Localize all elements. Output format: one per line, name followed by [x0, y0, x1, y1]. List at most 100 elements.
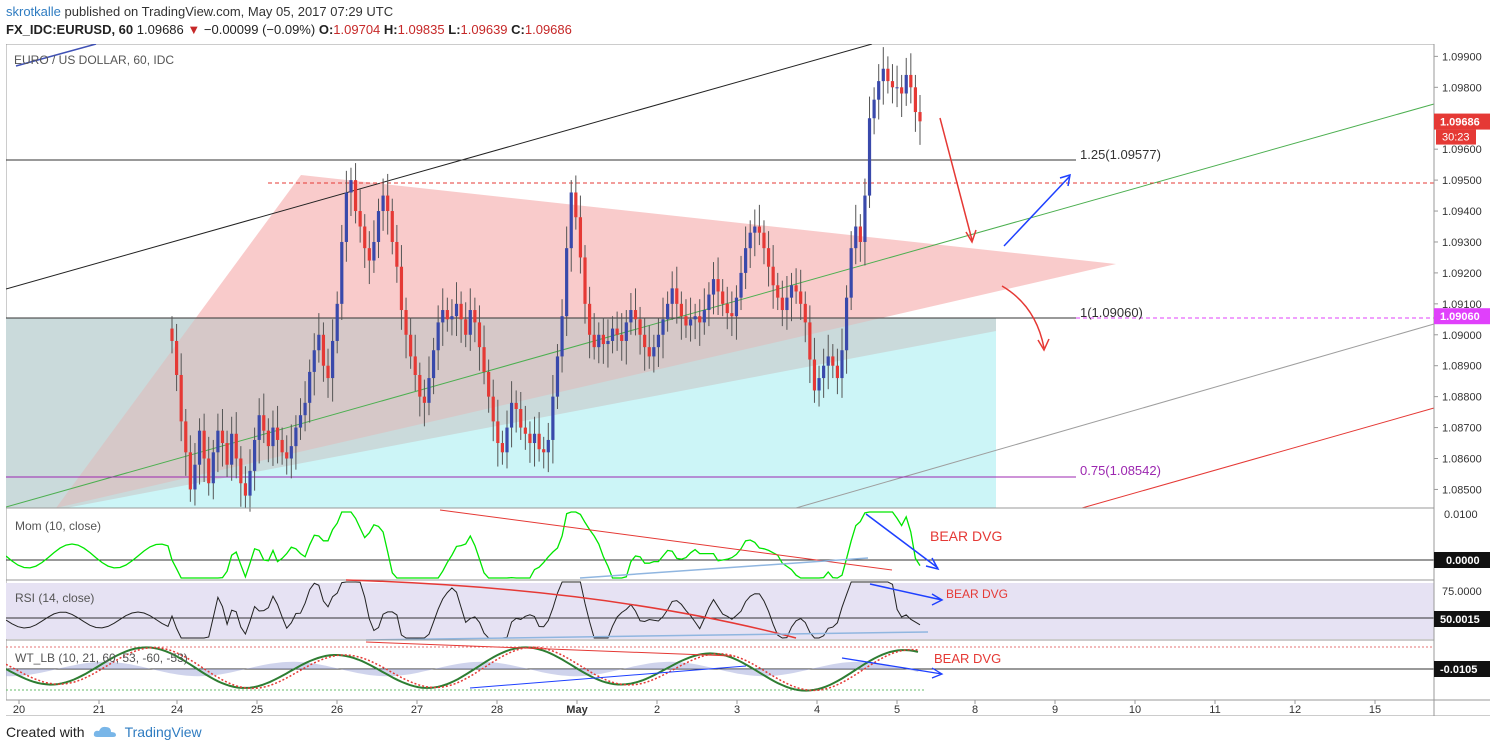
chart-area[interactable]: EURO / US DOLLAR, 60, IDC 1.25(1.09577) …: [5, 43, 1490, 717]
author-link[interactable]: skrotkalle: [6, 4, 61, 19]
candle-body: [881, 68, 885, 82]
candle-body: [831, 356, 835, 366]
candle-body: [555, 356, 560, 397]
candle-body: [427, 378, 431, 403]
price-tick-label: 1.09300: [1442, 237, 1482, 249]
close-label: C:: [511, 22, 525, 37]
candle-body: [872, 99, 876, 119]
symbol-label: FX_IDC:EURUSD, 60: [6, 22, 134, 37]
countdown-label: 30:23: [1442, 132, 1470, 144]
candle-body: [688, 319, 693, 326]
candle-body: [785, 297, 789, 311]
candle-body: [854, 226, 858, 249]
open-label: O:: [318, 22, 334, 37]
candle-body: [633, 310, 638, 320]
candle-body: [670, 288, 674, 304]
candle-body: [766, 248, 771, 267]
candle-body: [844, 297, 849, 351]
candle-body: [197, 430, 202, 465]
candle-body: [262, 415, 266, 431]
time-tick-label: 25: [251, 704, 263, 716]
momentum-pane[interactable]: Mom (10, close) BEAR DVG: [5, 507, 1434, 579]
created-with-text: Created with: [6, 724, 85, 740]
rsi-band: [6, 583, 1434, 639]
candle-body: [372, 241, 376, 261]
candle-body: [597, 334, 601, 348]
candle-body: [220, 430, 225, 444]
candle-body: [418, 374, 422, 397]
candle-body: [675, 288, 679, 304]
candle-body: [211, 452, 215, 484]
candle-body: [477, 322, 482, 348]
tradingview-brand[interactable]: TradingView: [124, 724, 202, 740]
candle-body: [253, 439, 257, 471]
candle-body: [390, 211, 394, 242]
candle-body: [532, 433, 537, 444]
high-label: H:: [383, 22, 398, 37]
candle-body: [395, 241, 399, 267]
candle-body: [835, 365, 839, 379]
candle-body: [335, 303, 339, 341]
candle-body: [569, 192, 573, 249]
candle-body: [353, 180, 358, 212]
rsi-value-label: 50.0015: [1440, 614, 1480, 626]
candle-body: [565, 248, 569, 317]
candle-body: [776, 285, 780, 298]
price-tick-label: 1.09000: [1442, 330, 1482, 342]
candle-body: [473, 310, 477, 323]
wt-series-line: [5, 646, 919, 692]
symbol-line: FX_IDC:EURUSD, 60 1.09686 ▼ −0.00099 (−0…: [6, 22, 572, 37]
published-text: published on TradingView.com, May 05, 20…: [64, 4, 394, 19]
candle-body: [574, 192, 578, 218]
wt-red-trend: [365, 641, 733, 657]
candle-body: [487, 371, 491, 397]
rsi-pane[interactable]: RSI (14, close) BEAR DVG: [5, 579, 1434, 641]
chart-title: EURO / US DOLLAR, 60, IDC: [14, 53, 174, 67]
candle-body: [587, 303, 592, 335]
candle-body: [684, 316, 688, 326]
candle-body: [652, 347, 656, 357]
chart-svg[interactable]: EURO / US DOLLAR, 60, IDC 1.25(1.09577) …: [5, 43, 1490, 717]
mom-bear-dvg: BEAR DVG: [930, 528, 1002, 544]
candle-body: [308, 371, 312, 403]
candle-body: [202, 430, 206, 459]
candle-body: [519, 409, 523, 428]
price-pane[interactable]: EURO / US DOLLAR, 60, IDC 1.25(1.09577) …: [5, 43, 1435, 512]
candles-group: [170, 47, 922, 512]
candle-body: [615, 328, 619, 335]
last-price: 1.09686: [136, 22, 184, 37]
wavetrend-pane[interactable]: WT_LB (10, 21, 60, 53, -60, -53) BEAR DV…: [5, 639, 1434, 692]
candle-body: [514, 402, 518, 410]
price-axis[interactable]: 1.099001.098001.097001.096001.095001.094…: [1433, 44, 1490, 716]
candle-body: [358, 211, 362, 227]
red-trendline: [1081, 407, 1435, 509]
wt-label: WT_LB (10, 21, 60, 53, -60, -53): [15, 651, 188, 665]
candle-body: [500, 443, 505, 453]
wt-histogram: [6, 661, 920, 677]
candle-body: [248, 470, 252, 496]
candle-body: [679, 303, 683, 317]
candle-body: [234, 433, 238, 459]
candle-body: [505, 427, 509, 453]
time-tick-label: 12: [1289, 704, 1301, 716]
candle-body: [367, 248, 371, 261]
time-axis[interactable]: 20 21 24 25 26 27 28 May 2 3 4 5 8 9 10 11 12 15: [6, 699, 1490, 716]
mom-dvg-arrow: [865, 513, 940, 571]
candle-body: [285, 452, 289, 459]
price-tick-label: 1.08800: [1442, 392, 1482, 404]
candle-body: [404, 310, 408, 335]
candle-body: [312, 350, 316, 372]
time-tick-label: 20: [13, 704, 25, 716]
time-tick-label: 5: [894, 704, 900, 716]
candle-body: [294, 427, 298, 447]
candle-body: [289, 446, 293, 459]
candle-body: [468, 310, 472, 335]
candle-body: [799, 291, 803, 304]
time-tick-label: 28: [491, 704, 503, 716]
close-value: 1.09686: [524, 22, 572, 37]
wt-signal-line: [5, 646, 919, 692]
time-tick-label: 3: [734, 704, 740, 716]
candle-body: [239, 458, 243, 484]
candle-body: [578, 217, 583, 258]
rsi-axis-tick: 75.0000: [1442, 586, 1482, 598]
